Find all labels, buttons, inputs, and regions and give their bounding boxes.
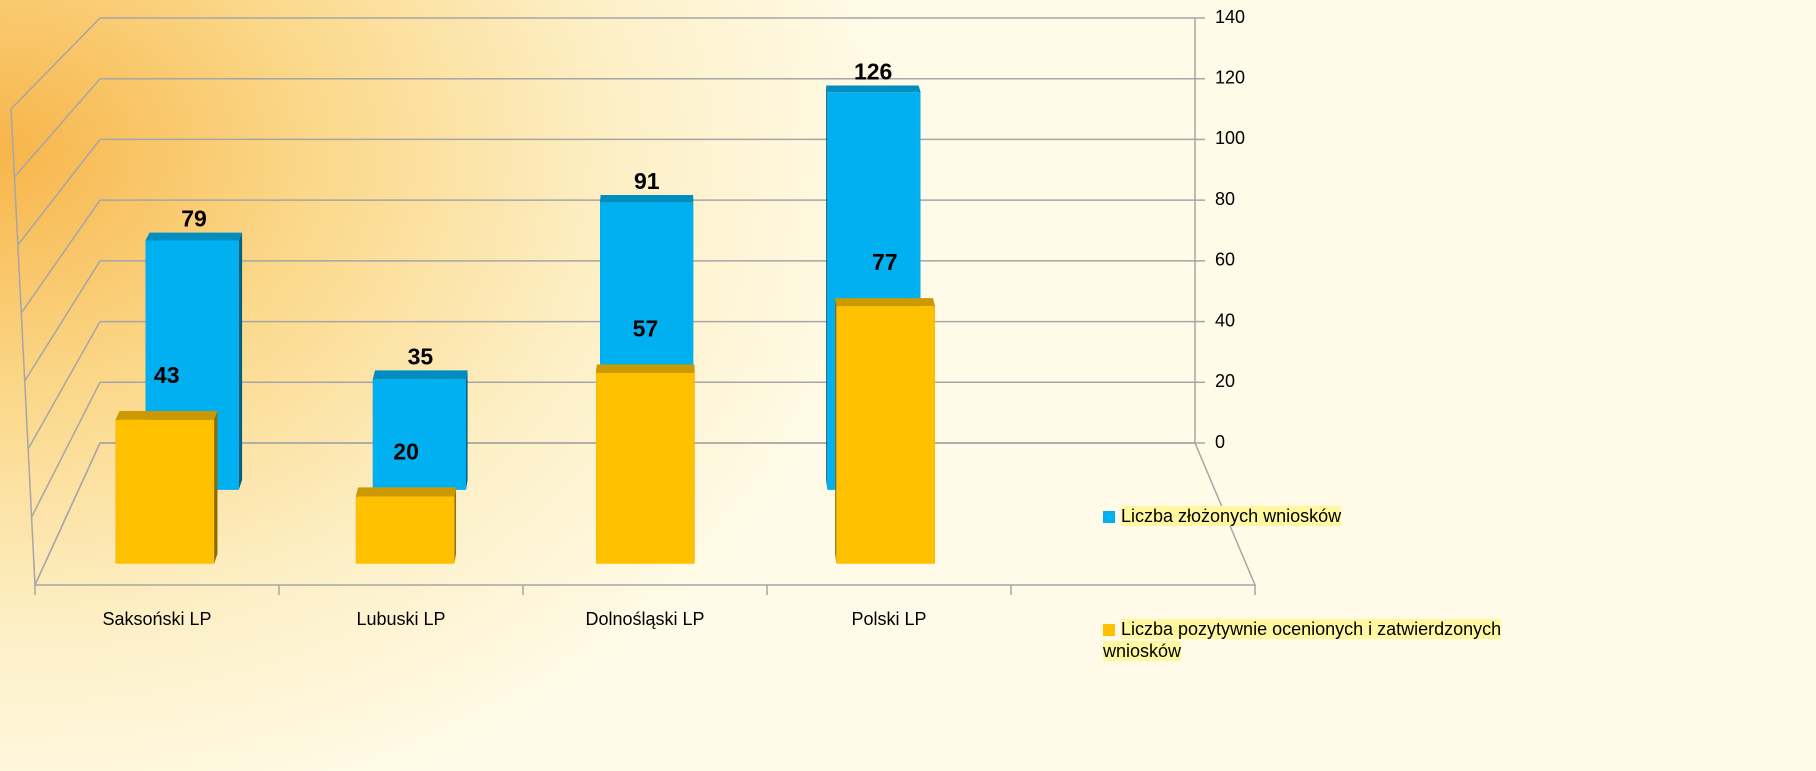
grid-line	[30, 381, 101, 518]
bar-top	[596, 364, 695, 374]
value-label: 57	[633, 316, 659, 342]
bar-top	[115, 411, 218, 420]
bar-side	[835, 298, 837, 564]
legend-label: Liczba pozytywnie ocenionych i zatwierdz…	[1103, 619, 1502, 661]
bar-top	[372, 370, 468, 380]
bar	[372, 379, 467, 490]
value-label: 20	[393, 438, 419, 464]
bar-top	[355, 487, 456, 497]
bar-top	[835, 298, 935, 307]
value-label: 43	[154, 362, 180, 388]
bar	[115, 419, 215, 564]
value-label: 79	[181, 206, 207, 232]
grid-line	[20, 199, 101, 314]
bar-side	[238, 232, 243, 490]
bar	[836, 306, 935, 564]
y-tick-label: 20	[1215, 371, 1235, 391]
grid-line	[10, 17, 101, 110]
grid-line	[17, 138, 101, 246]
legend-swatch	[1103, 511, 1115, 524]
legend-label: Liczba złożonych wniosków	[1121, 506, 1342, 526]
value-label: 91	[634, 168, 660, 194]
legend-item: Liczba złożonych wniosków	[1103, 505, 1573, 527]
grid-line	[27, 321, 101, 450]
x-tick-label: Dolnośląski LP	[585, 609, 704, 629]
value-label: 77	[872, 249, 898, 275]
value-label: 35	[408, 343, 434, 369]
x-tick-label: Lubuski LP	[356, 609, 445, 629]
bar-top	[600, 195, 694, 203]
grid-line	[24, 260, 101, 382]
wall-edge	[10, 108, 36, 586]
y-tick-label: 80	[1215, 189, 1235, 209]
y-tick-label: 60	[1215, 250, 1235, 270]
y-tick-label: 0	[1215, 432, 1225, 452]
bar-side	[826, 85, 828, 490]
y-tick-label: 100	[1215, 128, 1245, 148]
value-label: 126	[854, 59, 892, 85]
grid-line	[34, 442, 101, 586]
legend-swatch	[1103, 624, 1115, 637]
x-tick-label: Saksoński LP	[102, 609, 211, 629]
legend-item: Liczba pozytywnie ocenionych i zatwierdz…	[1103, 618, 1573, 662]
y-tick-label: 120	[1215, 67, 1245, 87]
bar-top	[826, 85, 921, 93]
bar	[596, 373, 695, 564]
bar	[355, 496, 455, 564]
bar-side	[466, 370, 468, 490]
y-tick-label: 40	[1215, 310, 1235, 330]
y-tick-label: 140	[1215, 7, 1245, 27]
bar-top	[145, 232, 243, 241]
bar-side	[214, 411, 218, 564]
grid-line	[13, 78, 101, 178]
x-tick-label: Polski LP	[851, 609, 926, 629]
bar-side	[454, 487, 456, 564]
